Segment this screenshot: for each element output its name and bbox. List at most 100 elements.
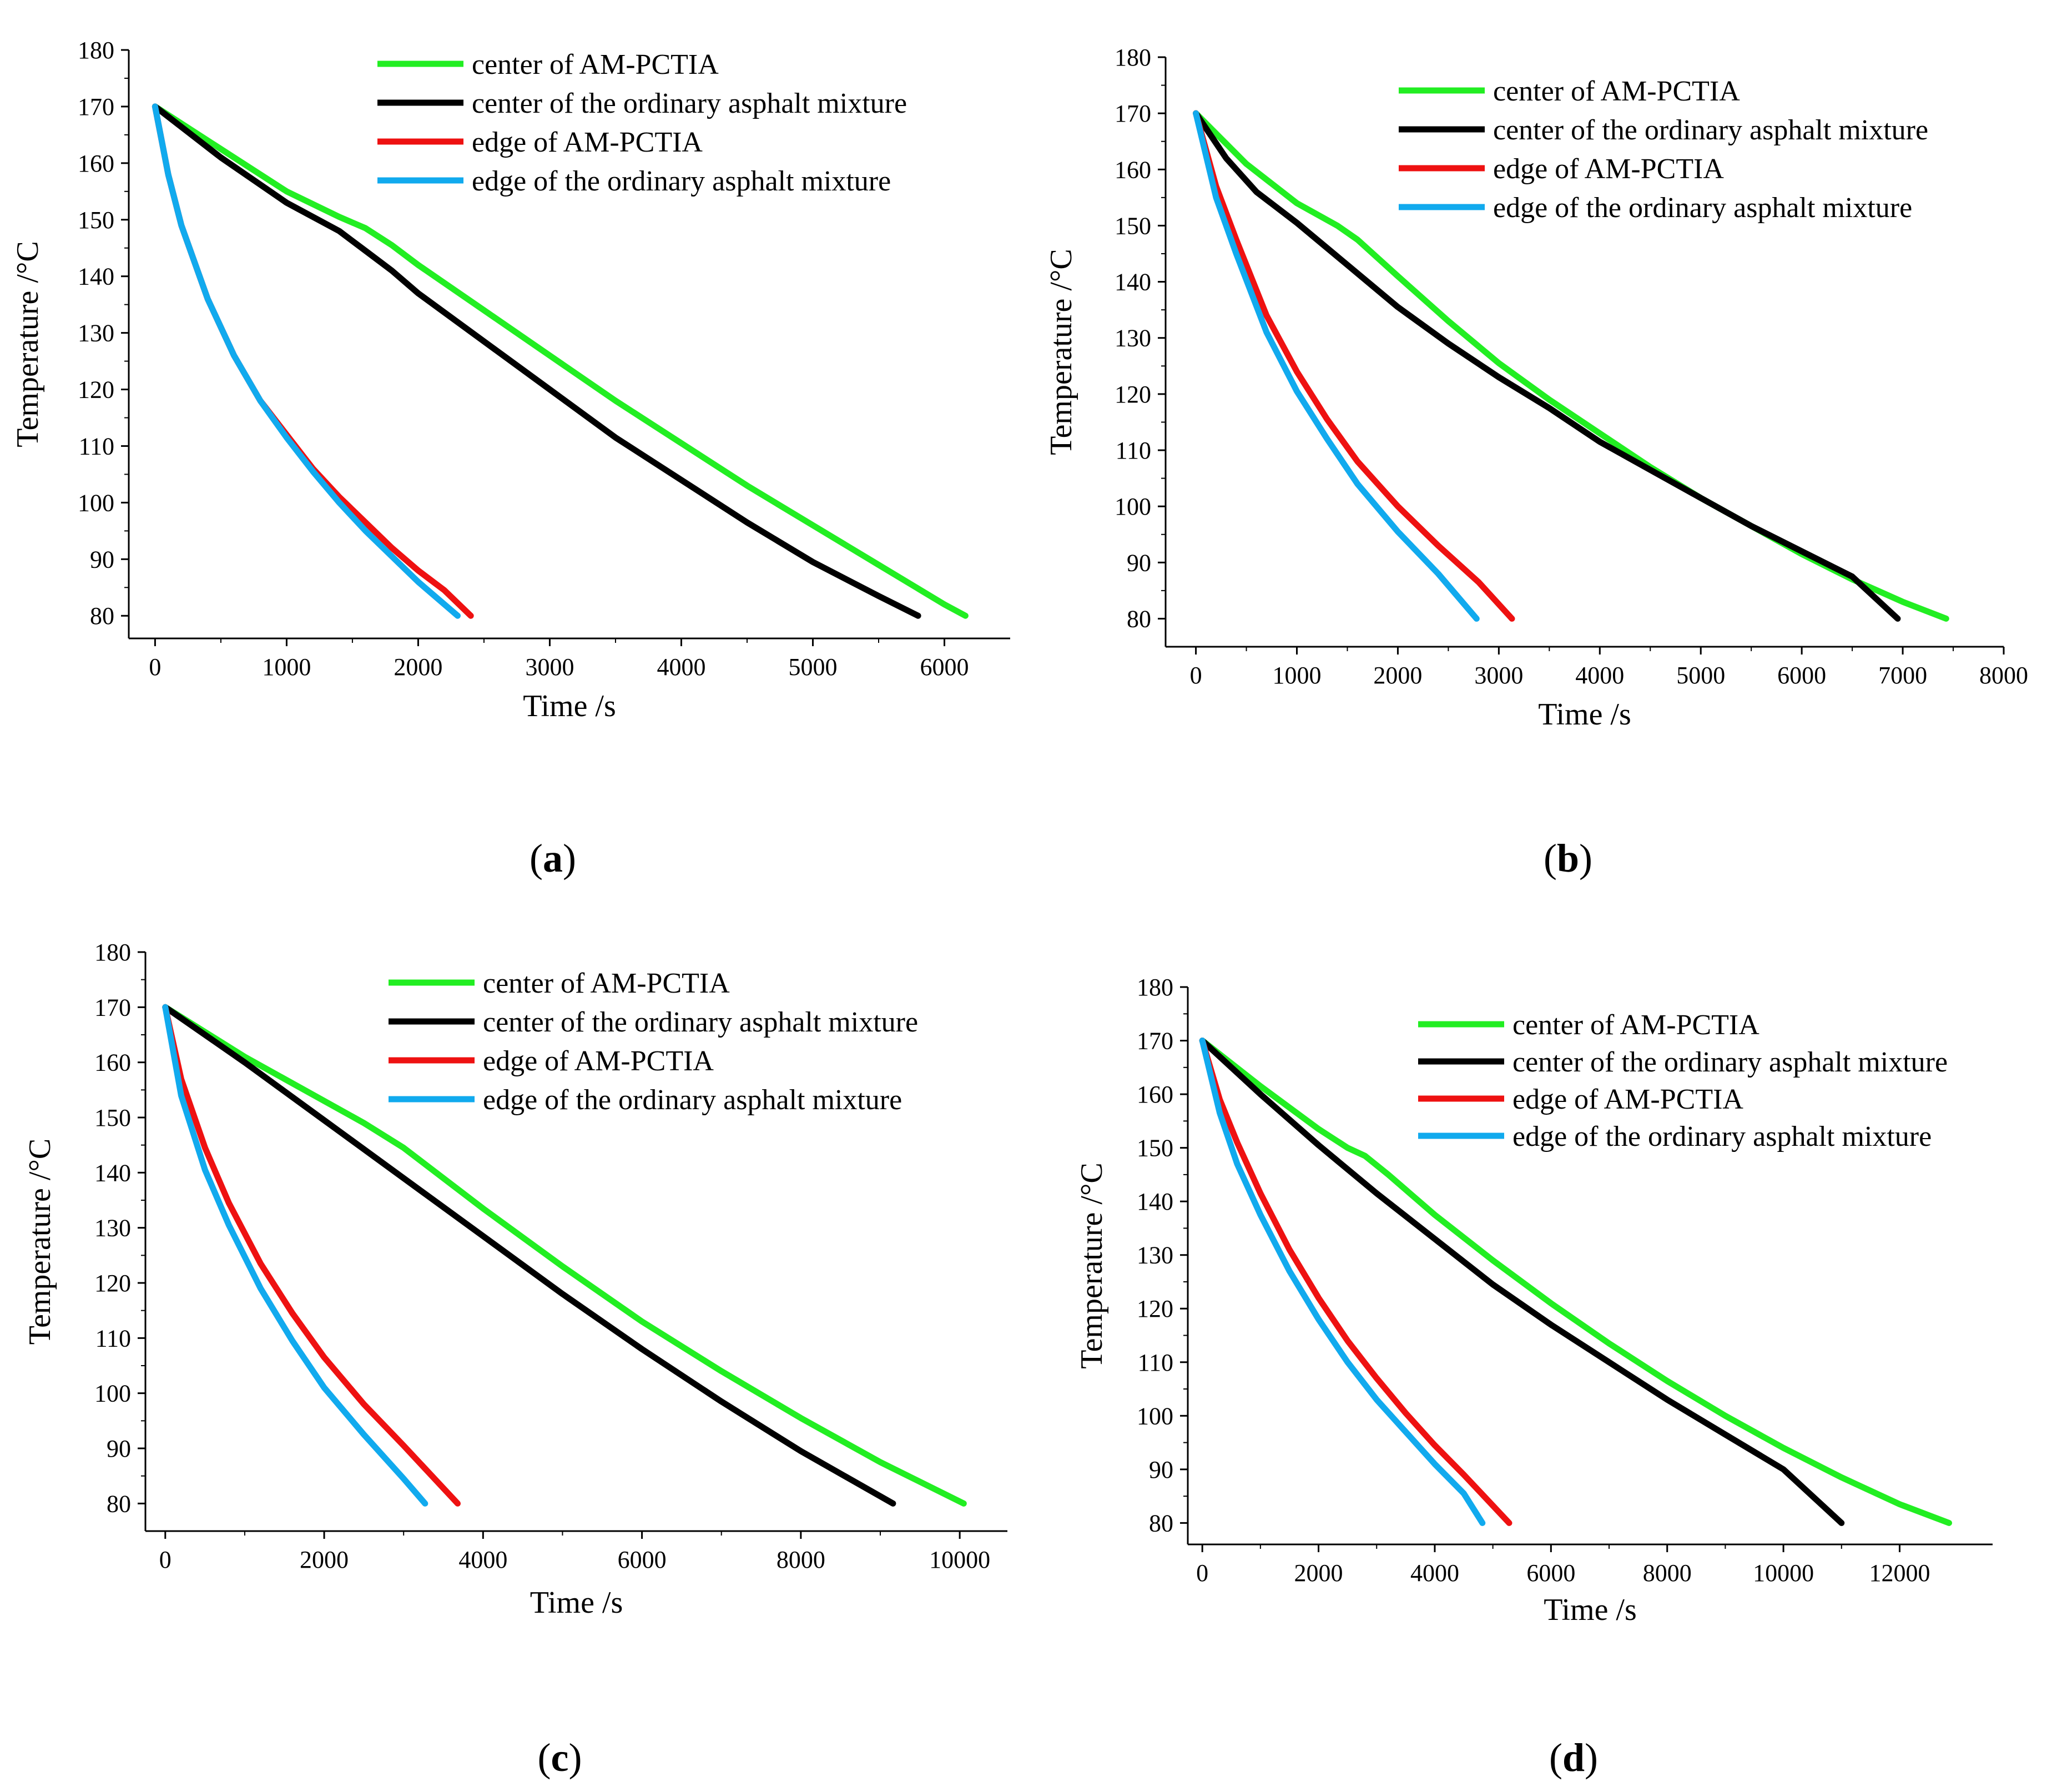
y-tick-label: 140	[1137, 1188, 1173, 1215]
y-tick-label: 90	[90, 546, 114, 573]
panel-label: (c)	[538, 1735, 582, 1780]
x-tick-label: 0	[149, 653, 161, 681]
y-tick-label: 160	[1115, 156, 1151, 183]
x-tick-label: 4000	[1575, 662, 1624, 689]
x-tick-label: 10000	[1753, 1559, 1814, 1587]
series-line-2	[162, 1004, 896, 1507]
x-tick-label: 12000	[1869, 1559, 1930, 1587]
y-tick-label: 150	[1115, 212, 1151, 239]
y-axis-title: Temperature /°C	[23, 1139, 57, 1345]
y-axis-title: Temperature /°C	[1075, 1162, 1109, 1368]
panel-label: (d)	[1549, 1735, 1598, 1780]
legend-label: edge of the ordinary asphalt mixture	[472, 165, 891, 197]
series-line-3	[1199, 1038, 1512, 1526]
x-axis-title: Time /s	[1538, 697, 1631, 732]
chart-panel-b: 80 90 100 110 120 130 140 150 160 170 180 0 1000 2000…	[1044, 44, 2028, 880]
y-tick-label: 100	[78, 489, 114, 516]
chart-panel-c: 80 90 100 110 120 130 140 150 160 170 180 0 2000 4000…	[23, 939, 1007, 1780]
y-tick-label: 180	[1115, 44, 1151, 71]
y-tick-label: 110	[1116, 437, 1151, 464]
y-tick-label: 100	[94, 1380, 131, 1407]
legend-label: edge of AM-PCTIA	[1493, 153, 1724, 185]
series-line-2	[1199, 1038, 1845, 1526]
x-tick-label: 8000	[1979, 662, 2028, 689]
chart-panel-d: 80 90 100 110 120 130 140 150 160 170 180 0 2000 4000…	[1075, 974, 1993, 1780]
series-line-4	[1193, 110, 1480, 622]
y-tick-label: 130	[1115, 325, 1151, 352]
y-tick-label: 80	[1149, 1509, 1173, 1537]
panel-label: (b)	[1544, 836, 1592, 880]
legend-label: edge of the ordinary asphalt mixture	[1493, 192, 1912, 224]
x-tick-label: 0	[1196, 1559, 1208, 1587]
x-tick-label: 8000	[777, 1546, 825, 1573]
y-tick-label: 100	[1115, 493, 1151, 520]
x-tick-label: 4000	[1410, 1559, 1459, 1587]
y-tick-label: 120	[1115, 381, 1151, 408]
series-line-2	[152, 103, 921, 619]
y-tick-label: 150	[78, 207, 114, 234]
x-tick-label: 0	[159, 1546, 172, 1573]
series-line-4	[162, 1004, 428, 1507]
y-tick-label: 170	[78, 93, 114, 120]
y-tick-label: 100	[1137, 1402, 1173, 1429]
series-line-3	[162, 1004, 461, 1507]
y-tick-label: 180	[94, 939, 131, 966]
x-tick-label: 0	[1190, 662, 1202, 689]
legend-label: center of the ordinary asphalt mixture	[472, 88, 907, 119]
y-tick-label: 150	[1137, 1135, 1173, 1162]
y-tick-label: 150	[94, 1104, 131, 1131]
x-tick-label: 8000	[1643, 1559, 1692, 1587]
legend-label: center of AM-PCTIA	[472, 49, 719, 80]
legend-label: edge of AM-PCTIA	[472, 127, 703, 158]
panel-label: (a)	[530, 836, 576, 880]
series-line-1	[1193, 110, 1949, 622]
y-tick-label: 130	[94, 1215, 131, 1242]
legend-label: edge of the ordinary asphalt mixture	[1512, 1121, 1932, 1152]
y-tick-label: 120	[78, 376, 114, 404]
legend-label: center of the ordinary asphalt mixture	[1512, 1046, 1948, 1078]
legend-label: center of the ordinary asphalt mixture	[1493, 114, 1928, 146]
y-tick-label: 80	[1127, 605, 1151, 632]
y-tick-label: 180	[1137, 974, 1173, 1001]
chart-panel-a: 80 90 100 110 120 130 140 150 160 170 180 0 1000 2000…	[11, 37, 1010, 880]
x-axis-title: Time /s	[1544, 1593, 1637, 1627]
x-tick-label: 6000	[1777, 662, 1826, 689]
x-axis-title: Time /s	[530, 1585, 623, 1620]
y-tick-label: 90	[1149, 1456, 1173, 1483]
x-tick-label: 5000	[1676, 662, 1725, 689]
x-tick-label: 3000	[1474, 662, 1523, 689]
series-line-4	[152, 103, 461, 619]
legend-label: center of AM-PCTIA	[483, 968, 730, 999]
x-tick-label: 3000	[525, 653, 574, 681]
y-axis-title: Temperature /°C	[11, 241, 45, 447]
y-tick-label: 160	[1137, 1081, 1173, 1108]
x-tick-label: 4000	[657, 653, 705, 681]
y-tick-label: 110	[95, 1325, 131, 1352]
x-tick-label: 1000	[262, 653, 311, 681]
y-tick-label: 140	[1115, 269, 1151, 296]
y-tick-label: 110	[79, 432, 114, 460]
x-tick-label: 6000	[1526, 1559, 1575, 1587]
series-line-1	[162, 1004, 967, 1507]
legend-label: center of AM-PCTIA	[1493, 75, 1740, 107]
y-tick-label: 130	[78, 320, 114, 347]
series-line-4	[1199, 1038, 1486, 1526]
y-tick-label: 140	[78, 263, 114, 290]
x-tick-label: 7000	[1878, 662, 1927, 689]
y-tick-label: 80	[90, 602, 114, 630]
x-tick-label: 2000	[1373, 662, 1422, 689]
x-tick-label: 2000	[300, 1546, 349, 1573]
y-tick-label: 120	[94, 1270, 131, 1297]
y-axis-title: Temperature /°C	[1044, 249, 1078, 455]
legend-label: center of the ordinary asphalt mixture	[483, 1006, 918, 1038]
x-tick-label: 6000	[618, 1546, 667, 1573]
x-axis-title: Time /s	[523, 689, 616, 723]
y-tick-label: 140	[94, 1159, 131, 1186]
legend-label: edge of AM-PCTIA	[1512, 1084, 1743, 1115]
y-tick-label: 170	[1137, 1028, 1173, 1055]
x-tick-label: 10000	[929, 1546, 990, 1573]
y-tick-label: 130	[1137, 1242, 1173, 1269]
y-tick-label: 120	[1137, 1295, 1173, 1322]
x-tick-label: 4000	[458, 1546, 507, 1573]
